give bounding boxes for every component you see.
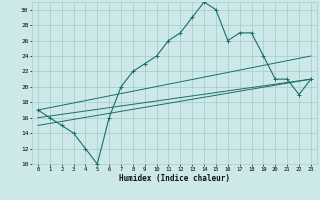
X-axis label: Humidex (Indice chaleur): Humidex (Indice chaleur)	[119, 174, 230, 183]
